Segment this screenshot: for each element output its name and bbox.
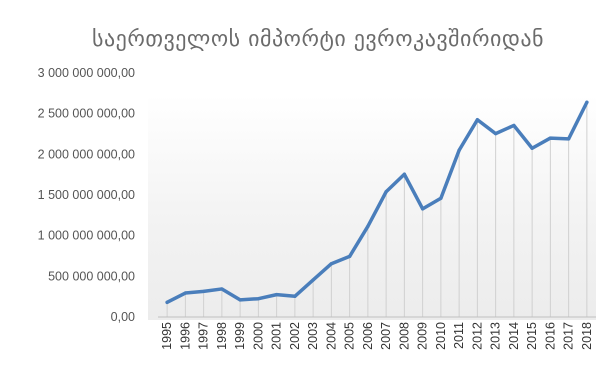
y-tick-label: 2 500 000 000,00 — [38, 107, 135, 121]
x-tick-label: 2012 — [470, 322, 484, 350]
data-point — [439, 196, 443, 200]
x-tick-label: 2016 — [543, 322, 557, 350]
x-tick-label: 2017 — [562, 322, 576, 350]
data-point — [183, 291, 187, 295]
plot-area-background — [148, 95, 596, 320]
drop-lines — [166, 102, 588, 317]
x-tick-label: 2010 — [434, 322, 448, 350]
x-tick-label: 2004 — [324, 322, 338, 350]
data-point — [494, 131, 498, 136]
chart-title: საერთველოს იმპორტი ევროკავშირიდან — [92, 27, 544, 52]
y-tick-label: 500 000 000,00 — [48, 269, 135, 283]
series-line — [165, 100, 589, 305]
data-point — [293, 294, 297, 298]
x-axis-tick-labels: 1995 1996 1997 1998 1999 2000 2001 2002 2003 2004… — [160, 322, 594, 350]
data-point — [220, 287, 224, 291]
y-tick-label: 0,00 — [111, 310, 135, 324]
y-axis-tick-labels: 0,00 500 000 000,00 1 000 000 000,00 1 500 … — [38, 66, 135, 324]
x-tick-label: 2008 — [397, 322, 411, 350]
data-point — [238, 298, 242, 302]
x-tick-label: 2002 — [288, 322, 302, 350]
data-point — [475, 118, 479, 122]
y-tick-label: 2 000 000 000,00 — [38, 147, 135, 161]
x-tick-label: 2003 — [306, 322, 320, 350]
x-tick-label: 1999 — [233, 322, 247, 350]
y-tick-label: 1 000 000 000,00 — [38, 229, 135, 243]
x-tick-label: 2009 — [416, 322, 430, 350]
x-tick-label: 2000 — [251, 322, 265, 350]
x-tick-label: 1998 — [215, 322, 229, 350]
x-tick-label: 2018 — [580, 322, 594, 350]
data-point — [384, 190, 388, 194]
data-point — [256, 297, 260, 301]
data-point — [311, 278, 315, 282]
data-point — [329, 262, 333, 266]
data-point — [585, 100, 589, 104]
x-tick-label: 2007 — [379, 322, 393, 350]
data-point — [421, 207, 425, 211]
x-tick-label: 2015 — [525, 322, 539, 350]
x-tick-label: 2001 — [270, 322, 284, 350]
data-point — [202, 289, 206, 293]
x-tick-label: 1996 — [178, 322, 192, 350]
data-point — [165, 300, 169, 304]
data-points — [165, 100, 589, 304]
data-point — [548, 136, 552, 140]
y-tick-label: 3 000 000 000,00 — [38, 66, 135, 80]
data-point — [457, 148, 461, 152]
y-tick-label: 1 500 000 000,00 — [38, 188, 135, 202]
data-point — [348, 254, 352, 259]
x-tick-label: 2006 — [361, 322, 375, 350]
x-tick-label: 2005 — [343, 322, 357, 350]
data-point — [275, 293, 279, 297]
x-tick-label: 1997 — [197, 322, 211, 350]
data-point — [567, 137, 571, 141]
x-tick-label: 2013 — [489, 322, 503, 350]
data-point — [530, 146, 534, 150]
x-tick-label: 2014 — [507, 322, 521, 350]
data-point — [402, 172, 406, 176]
data-point — [366, 224, 370, 228]
data-point — [512, 123, 516, 128]
x-tick-label: 1995 — [160, 322, 174, 350]
x-tick-label: 2011 — [452, 322, 466, 349]
